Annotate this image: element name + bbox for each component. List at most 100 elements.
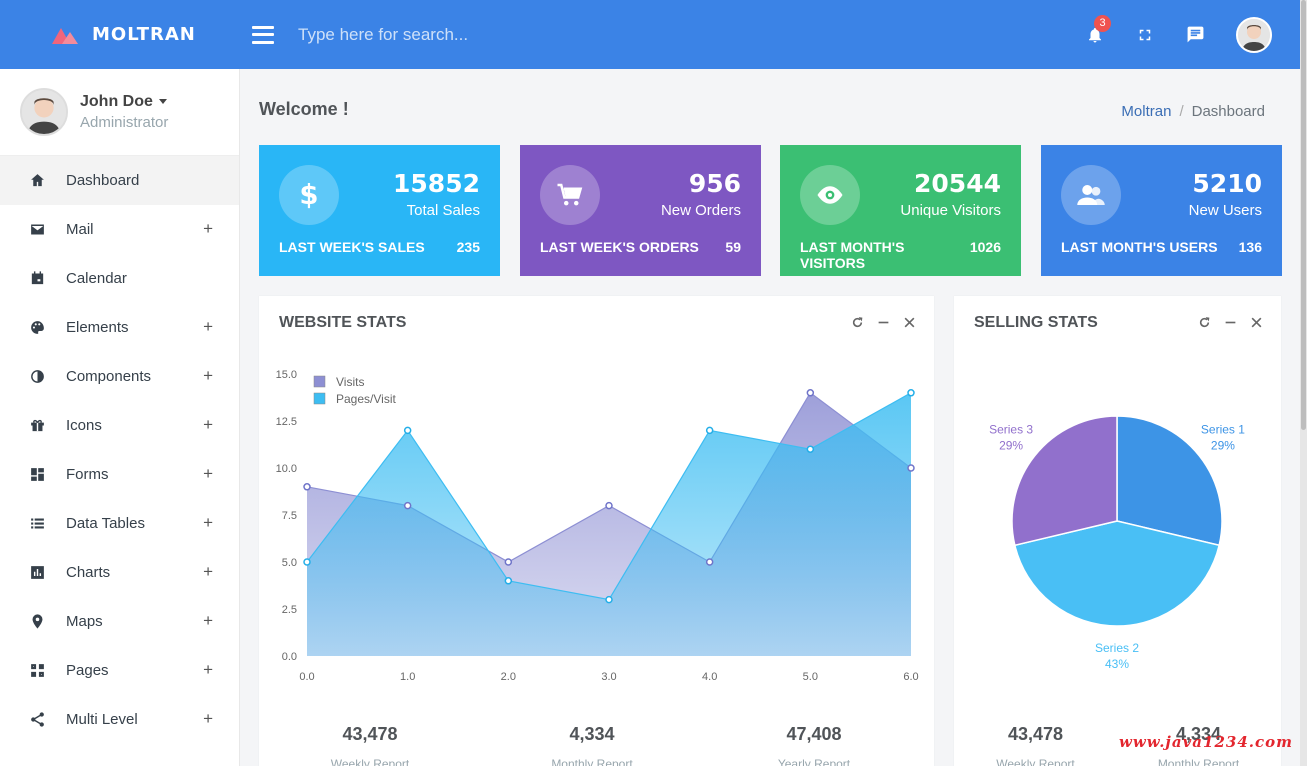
panel-title: WEBSITE STATS — [279, 314, 407, 331]
sidebar-item-label: Maps — [66, 613, 103, 630]
sidebar-item-data-tables[interactable]: Data Tables + — [0, 499, 239, 548]
summary-value: 43,478 — [1007, 724, 1064, 744]
sidebar-item-forms[interactable]: Forms + — [0, 450, 239, 499]
legend-label: Pages/Visit — [336, 392, 396, 406]
fullscreen-button[interactable] — [1120, 15, 1170, 55]
data-point — [303, 558, 311, 566]
website-stats-summary: 43,478 Weekly Report 4,334 Monthly Report 47… — [259, 724, 934, 766]
pie-slice-label: Series 3 — [989, 422, 1033, 436]
avatar-icon — [1238, 18, 1270, 51]
expand-icon[interactable]: + — [203, 317, 213, 336]
summary-label: Weekly Report — [330, 757, 410, 766]
sidebar-item-dashboard[interactable]: Dashboard — [0, 156, 239, 205]
collapse-button[interactable] — [876, 315, 890, 329]
fullscreen-icon — [1139, 29, 1151, 40]
legend-label: Visits — [336, 375, 364, 389]
sidebar-item-multi-level[interactable]: Multi Level + — [0, 695, 239, 744]
stat-card-foot-value: 235 — [456, 239, 480, 255]
menu-toggle-button[interactable] — [252, 25, 274, 44]
x-tick-label: 6.0 — [903, 671, 918, 683]
x-tick-label: 3.0 — [601, 671, 616, 683]
caret-down-icon — [158, 99, 167, 105]
minus-icon — [1225, 321, 1235, 323]
sidebar-item-components[interactable]: Components + — [0, 352, 239, 401]
pie-slice — [1013, 520, 1221, 627]
summary-label: Yearly Report — [777, 757, 851, 766]
panel-tools — [850, 315, 916, 329]
series-area-1 — [307, 392, 911, 656]
expand-icon[interactable]: + — [203, 464, 213, 483]
expand-icon[interactable]: + — [203, 513, 213, 532]
selling-stats-chart: Series 1 29% Series 2 43% Series 3 29% — [989, 415, 1245, 671]
stat-card-label: Unique Visitors — [900, 202, 1001, 219]
pie-slice-percent: 43% — [1105, 657, 1129, 671]
breadcrumb-root[interactable]: Moltran — [1121, 103, 1172, 120]
pie-slice-label: Series 2 — [1095, 641, 1139, 655]
pie-slice-label: Series 1 — [1201, 422, 1245, 436]
close-icon — [1251, 317, 1261, 327]
gift-icon — [28, 417, 46, 435]
data-point — [705, 426, 714, 435]
expand-icon[interactable]: + — [203, 709, 213, 728]
stat-card-value: 20544 — [914, 169, 1001, 198]
refresh-button[interactable] — [850, 315, 864, 329]
expand-icon[interactable]: + — [203, 415, 213, 434]
expand-icon[interactable]: + — [203, 219, 213, 238]
stat-card-foot-value: 59 — [725, 239, 741, 255]
user-name-dropdown[interactable]: John Doe — [80, 93, 168, 111]
data-point — [605, 501, 613, 510]
data-point — [705, 558, 714, 566]
y-tick-label: 5.0 — [282, 557, 297, 569]
avatar[interactable] — [1236, 16, 1272, 53]
x-tick-label: 0.0 — [299, 671, 314, 683]
selling-stats-summary: 43,478 Weekly Report 4,334 Monthly Report — [954, 724, 1281, 766]
stat-card: 5210 New Users LAST MONTH'S USERS 136 — [1041, 145, 1282, 276]
sidebar-item-elements[interactable]: Elements + — [0, 303, 239, 352]
x-tick-label: 2.0 — [501, 671, 516, 683]
collapse-button[interactable] — [1223, 315, 1237, 329]
selling-stats-panel: SELLING STATS Series 1 29% Series 2 43% Seri… — [954, 296, 1281, 766]
x-tick-label: 5.0 — [803, 671, 818, 683]
search-input[interactable] — [298, 24, 698, 45]
sidebar-item-icons[interactable]: Icons + — [0, 401, 239, 450]
chat-button[interactable] — [1170, 15, 1220, 55]
chart-icon — [28, 564, 46, 582]
expand-icon[interactable]: + — [203, 660, 213, 679]
close-button[interactable] — [1249, 315, 1263, 329]
x-tick-label: 4.0 — [702, 671, 717, 683]
summary-value: 47,408 — [786, 724, 842, 744]
panel-tools — [1197, 315, 1263, 329]
stat-card-foot-label: LAST WEEK'S ORDERS — [540, 239, 699, 255]
stat-card-value: 956 — [688, 169, 741, 198]
scrollbar[interactable] — [1300, 0, 1307, 766]
summary-value: 43,478 — [342, 724, 398, 744]
panel-title: SELLING STATS — [974, 314, 1098, 331]
sidebar-item-calendar[interactable]: Calendar — [0, 254, 239, 303]
pie-slice — [1116, 415, 1223, 547]
summary-stat: 43,478 Weekly Report — [954, 724, 1117, 766]
contrast-icon — [28, 368, 46, 386]
sidebar-item-label: Pages — [66, 662, 109, 679]
brand[interactable]: MOLTRAN — [0, 0, 240, 69]
logo-icon — [52, 26, 78, 44]
sidebar-item-charts[interactable]: Charts + — [0, 548, 239, 597]
sidebar-item-mail[interactable]: Mail + — [0, 205, 239, 254]
expand-icon[interactable]: + — [203, 366, 213, 385]
notifications-button[interactable]: 3 — [1070, 14, 1120, 55]
data-point — [907, 389, 915, 397]
chat-icon — [1187, 26, 1203, 43]
y-tick-label: 0.0 — [282, 651, 297, 663]
summary-stat: 4,334 Monthly Report — [1117, 724, 1280, 766]
refresh-button[interactable] — [1197, 315, 1211, 329]
sidebar-item-label: Calendar — [66, 270, 127, 287]
expand-icon[interactable]: + — [203, 611, 213, 630]
sidebar-item-maps[interactable]: Maps + — [0, 597, 239, 646]
sidebar-item-pages[interactable]: Pages + — [0, 646, 239, 695]
brand-name: MOLTRAN — [92, 24, 196, 45]
data-point — [806, 389, 815, 397]
y-tick-label: 7.5 — [282, 510, 297, 522]
summary-stat: 4,334 Monthly Report — [481, 724, 703, 766]
expand-icon[interactable]: + — [203, 562, 213, 581]
scrollbar-thumb[interactable] — [1301, 0, 1306, 430]
close-button[interactable] — [902, 315, 916, 329]
